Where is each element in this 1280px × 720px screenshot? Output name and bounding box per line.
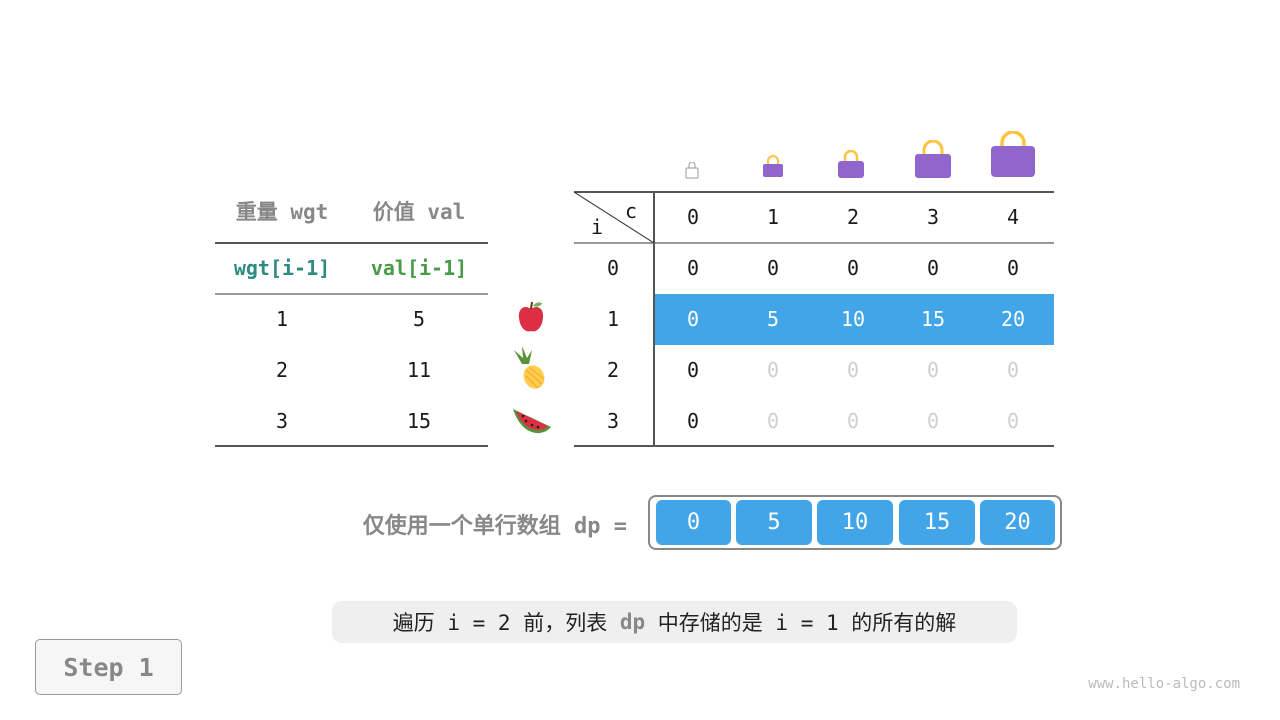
dp-cell: 10 <box>817 500 893 545</box>
divider <box>215 445 488 447</box>
dp-table-cell: 0 <box>686 409 700 433</box>
col-header: 0 <box>686 205 700 229</box>
step-button[interactable]: Step 1 <box>35 639 182 695</box>
corner-diagonal <box>574 192 654 243</box>
wgt-cell: 1 <box>275 307 289 331</box>
dp-table-cell: 0 <box>686 358 700 382</box>
pineapple-icon <box>514 346 545 389</box>
caption-text: 遍历 i = 2 前，列表 <box>392 611 620 635</box>
dp-cell: 0 <box>656 500 731 545</box>
dp-table-cell: 0 <box>766 358 780 382</box>
divider <box>574 242 1054 244</box>
col-header: 2 <box>846 205 860 229</box>
highlight-row <box>654 294 1054 345</box>
dp-table-cell: 0 <box>1006 409 1020 433</box>
header-weight: 重量 wgt <box>235 200 329 224</box>
dp-cell: 15 <box>899 500 975 545</box>
header-value: 价值 val <box>372 200 466 224</box>
divider <box>215 242 488 244</box>
corner-c: c <box>624 199 638 223</box>
watermark: www.hello-algo.com <box>1088 676 1240 692</box>
dp-array <box>648 495 1062 550</box>
caption-text: 中存储的是 i = 1 的所有的解 <box>645 611 957 635</box>
dp-table-cell: 0 <box>926 358 940 382</box>
val-cell: 11 <box>406 358 432 382</box>
caption-dp: dp <box>619 610 646 634</box>
divider <box>653 192 655 446</box>
dp-table-cell: 0 <box>766 409 780 433</box>
row-label: 2 <box>606 358 620 382</box>
dp-table-cell: 0 <box>846 358 860 382</box>
col-header: 1 <box>766 205 780 229</box>
bag-icon <box>991 131 1035 177</box>
divider <box>574 191 1054 193</box>
bag-icon <box>838 150 864 178</box>
corner-i: i <box>590 215 604 239</box>
watermelon-icon <box>513 409 551 434</box>
dp-table-cell: 0 <box>686 256 700 280</box>
dp-table-cell: 0 <box>846 409 860 433</box>
dp-table-cell: 0 <box>686 307 700 331</box>
apple-icon <box>518 301 544 332</box>
col-header: 3 <box>926 205 940 229</box>
dp-table-cell: 0 <box>846 256 860 280</box>
wgt-cell: 2 <box>275 358 289 382</box>
bag-icon <box>915 140 951 178</box>
dp-table-cell: 15 <box>920 307 946 331</box>
col-header: 4 <box>1006 205 1020 229</box>
dp-array-label: 仅使用一个单行数组 dp = <box>362 514 627 539</box>
bag-icon <box>685 162 699 179</box>
dp-table-cell: 0 <box>1006 256 1020 280</box>
dp-cell: 20 <box>980 500 1055 545</box>
dp-table-cell: 0 <box>766 256 780 280</box>
wgt-cell: 3 <box>275 409 289 433</box>
row-label: 3 <box>606 409 620 433</box>
val-cell: 15 <box>406 409 432 433</box>
val-cell: 5 <box>412 307 426 331</box>
dp-table-cell: 5 <box>766 307 780 331</box>
row-label: 0 <box>606 256 620 280</box>
bag-icon <box>763 155 783 177</box>
dp-table-cell: 0 <box>1006 358 1020 382</box>
dp-table-cell: 0 <box>926 256 940 280</box>
dp-table-cell: 10 <box>840 307 866 331</box>
caption: 遍历 i = 2 前，列表 dp 中存储的是 i = 1 的所有的解 <box>332 601 1017 643</box>
subheader-wgt: wgt[i-1] <box>233 256 331 280</box>
divider <box>215 293 488 295</box>
subheader-val: val[i-1] <box>370 256 468 280</box>
dp-table-cell: 20 <box>1000 307 1026 331</box>
divider <box>574 445 1054 447</box>
row-label: 1 <box>606 307 620 331</box>
dp-cell: 5 <box>736 500 812 545</box>
dp-table-cell: 0 <box>926 409 940 433</box>
